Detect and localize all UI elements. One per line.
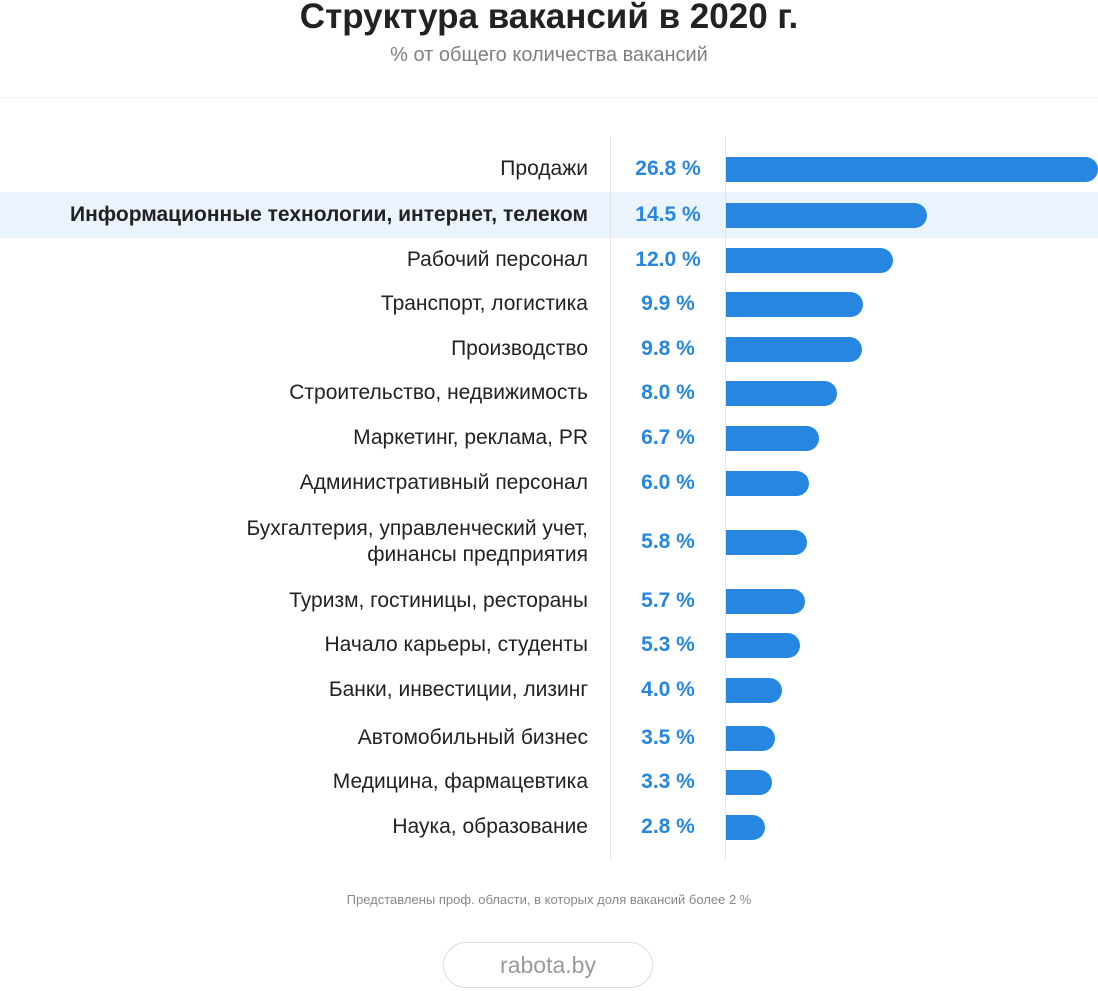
- category-label: Строительство, недвижимость: [289, 381, 588, 404]
- bar: [726, 426, 819, 451]
- category-label: Медицина, фармацевтика: [332, 770, 588, 793]
- category-label: Административный персонал: [299, 471, 588, 494]
- bar: [726, 203, 927, 228]
- bar: [726, 815, 765, 840]
- category-label: Маркетинг, реклама, PR: [353, 426, 588, 449]
- header-divider: [0, 97, 1098, 98]
- bar: [726, 157, 1098, 182]
- value-label: 2.8 %: [641, 815, 695, 838]
- chart-title: Структура вакансий в 2020 г.: [299, 0, 799, 36]
- bar: [726, 530, 807, 555]
- bar: [726, 248, 893, 273]
- bar: [726, 471, 809, 496]
- value-label: 5.7 %: [641, 589, 695, 612]
- value-label: 6.0 %: [641, 471, 695, 494]
- bar-axis-line: [725, 136, 726, 860]
- value-label: 3.3 %: [641, 770, 695, 793]
- value-label: 8.0 %: [641, 381, 695, 404]
- category-label: Рабочий персонал: [406, 248, 588, 271]
- bar: [726, 381, 837, 406]
- chart-footnote: Представлены проф. области, в которых до…: [346, 892, 752, 907]
- category-label: Начало карьеры, студенты: [324, 633, 588, 656]
- value-label: 5.3 %: [641, 633, 695, 656]
- bar: [726, 337, 862, 362]
- value-label: 12.0 %: [635, 248, 701, 271]
- value-label: 9.9 %: [641, 292, 695, 315]
- category-label: Продажи: [500, 157, 588, 180]
- category-label: Автомобильный бизнес: [357, 726, 588, 749]
- category-label: Туризм, гостиницы, рестораны: [289, 589, 588, 612]
- category-label: Информационные технологии, интернет, тел…: [69, 203, 588, 226]
- bar: [726, 633, 800, 658]
- bar: [726, 726, 775, 751]
- value-label: 9.8 %: [641, 337, 695, 360]
- category-label: Банки, инвестиции, лизинг: [328, 678, 588, 701]
- source-badge: rabota.by: [443, 942, 653, 988]
- value-label: 26.8 %: [635, 157, 701, 180]
- category-column-divider: [610, 136, 611, 860]
- bar: [726, 678, 782, 703]
- category-label: Транспорт, логистика: [380, 292, 588, 315]
- category-label: Производство: [451, 337, 588, 360]
- value-label: 4.0 %: [641, 678, 695, 701]
- category-label: Наука, образование: [392, 815, 588, 838]
- value-label: 6.7 %: [641, 426, 695, 449]
- value-label: 3.5 %: [641, 726, 695, 749]
- value-label: 5.8 %: [641, 530, 695, 553]
- bar: [726, 589, 805, 614]
- chart-subtitle: % от общего количества вакансий: [390, 44, 708, 66]
- bar: [726, 292, 863, 317]
- category-label: Бухгалтерия, управленческий учет, финанс…: [246, 517, 588, 566]
- value-label: 14.5 %: [635, 203, 701, 226]
- bar: [726, 770, 772, 795]
